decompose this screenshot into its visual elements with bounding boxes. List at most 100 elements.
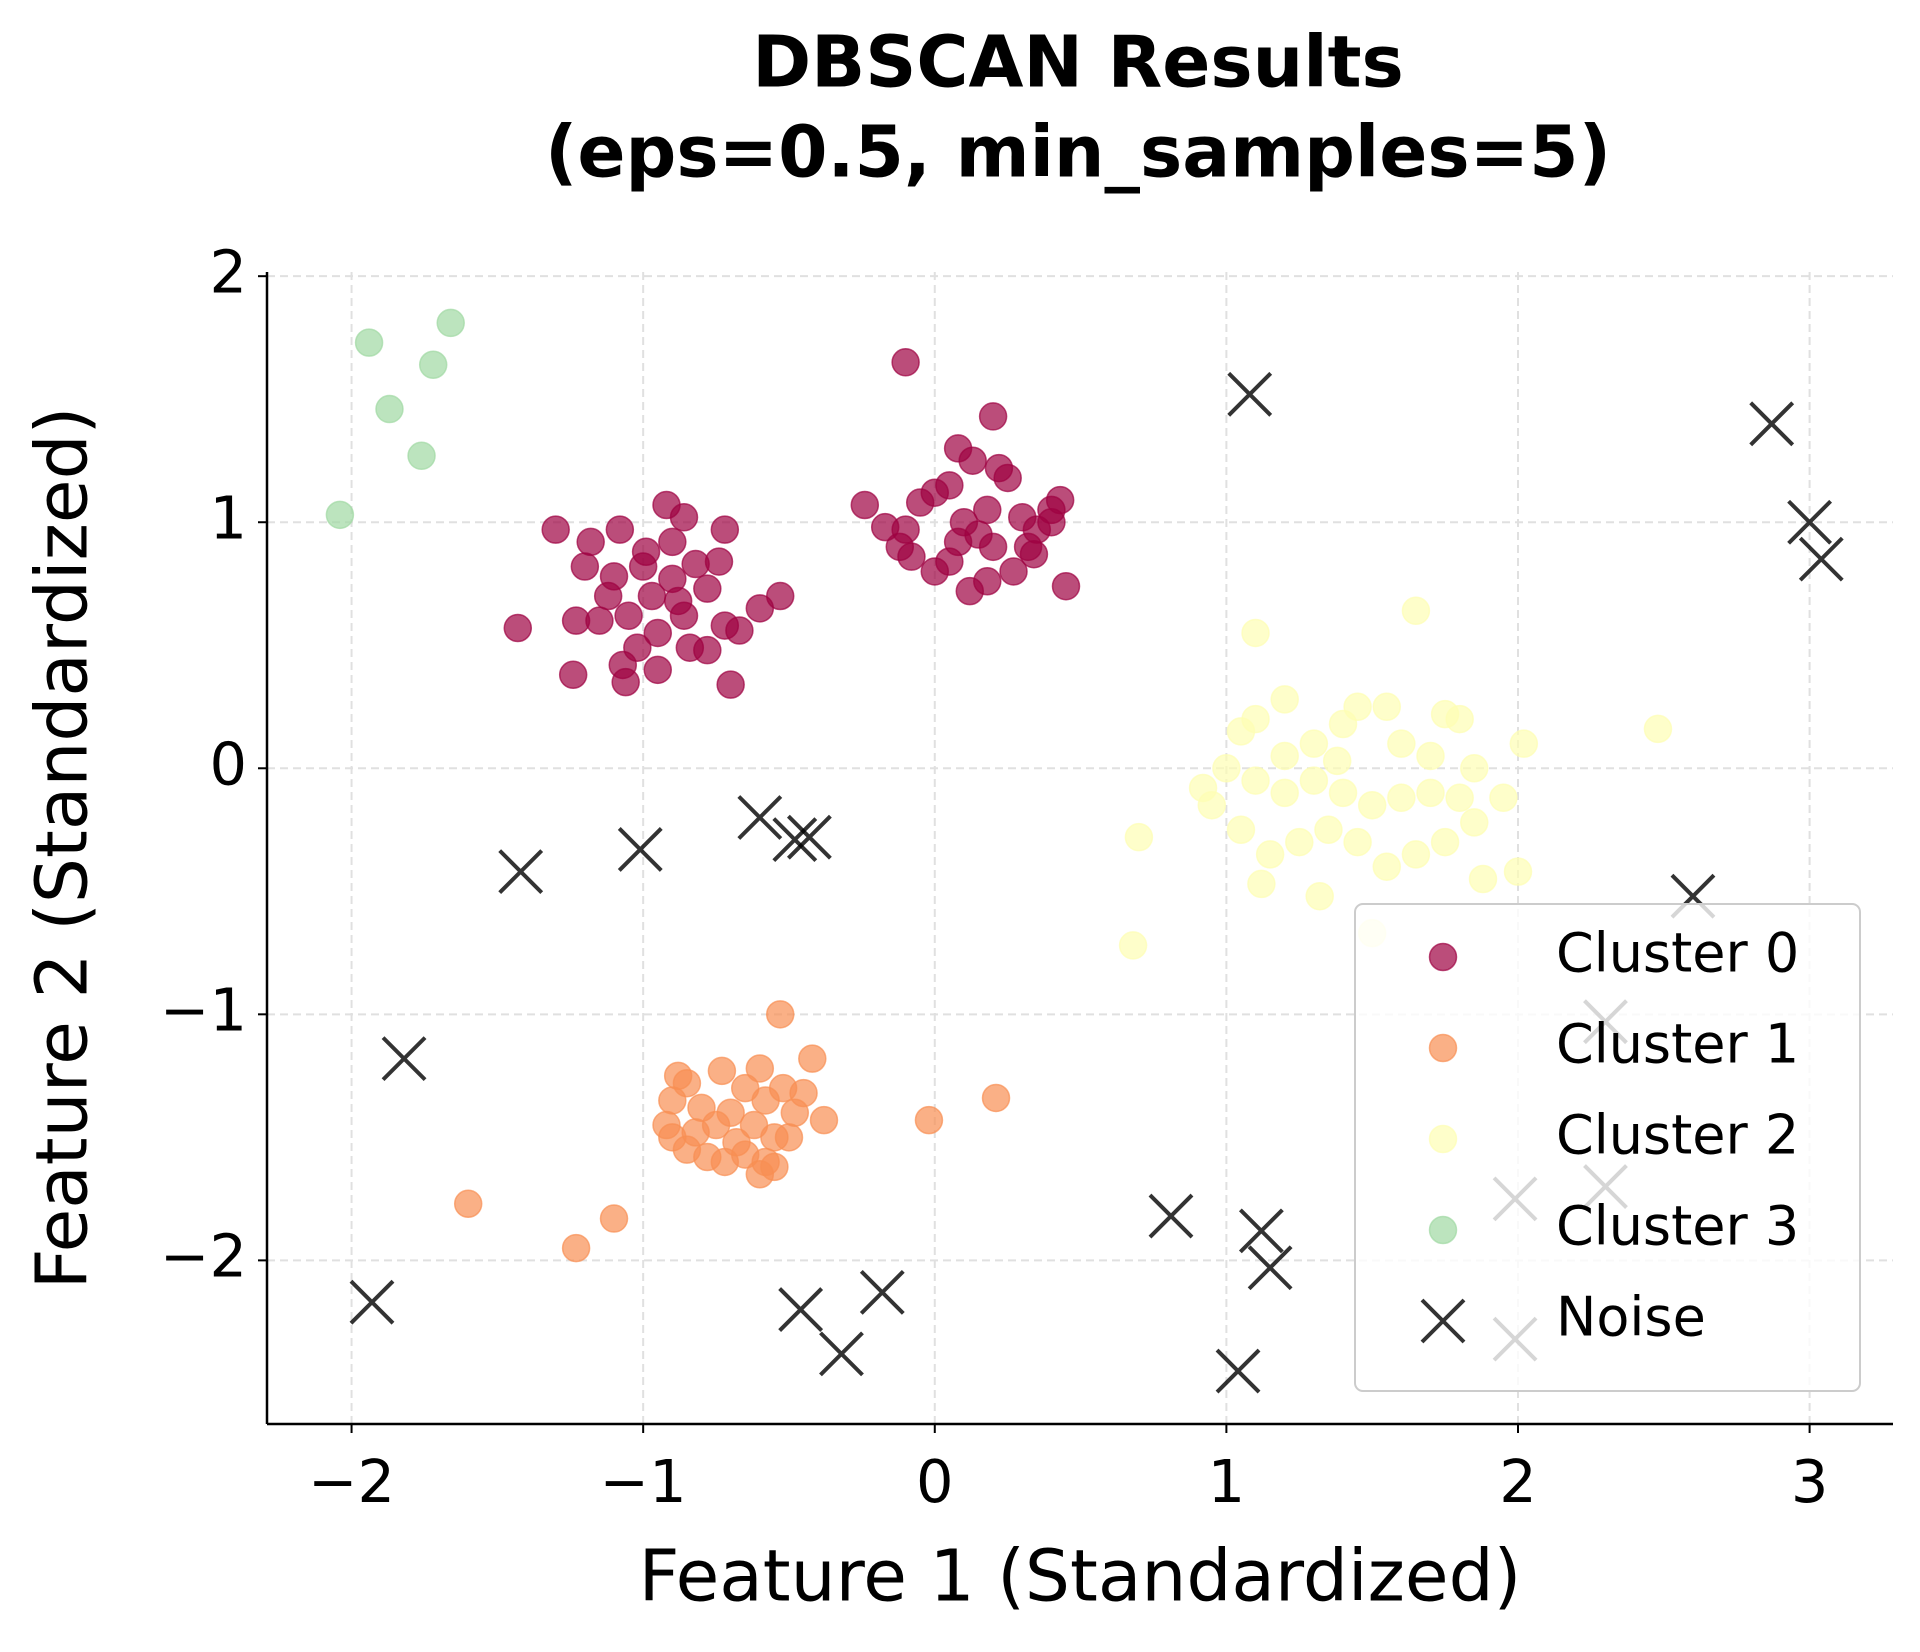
point	[570, 552, 600, 581]
noise-marker	[1749, 401, 1795, 447]
noise-marker	[737, 795, 783, 840]
point	[1124, 822, 1154, 852]
point	[1445, 704, 1474, 734]
point	[558, 660, 588, 690]
point	[920, 557, 950, 586]
point	[1460, 808, 1489, 837]
point	[745, 1160, 775, 1189]
legend-label: Cluster 1	[1556, 1013, 1799, 1076]
noise-marker	[859, 1269, 905, 1315]
point	[885, 532, 915, 562]
point	[730, 1073, 760, 1103]
legend-marker	[1428, 942, 1458, 972]
point	[681, 1118, 710, 1147]
point	[1051, 571, 1081, 601]
point	[663, 1061, 693, 1091]
legend-marker	[1428, 1215, 1458, 1245]
point	[955, 576, 985, 606]
noise-marker	[1798, 536, 1844, 582]
point	[981, 1083, 1011, 1113]
y-tick-label: 2	[209, 237, 247, 306]
point	[541, 515, 570, 544]
point	[1416, 778, 1445, 808]
point	[1322, 746, 1352, 776]
point	[1270, 778, 1299, 808]
x-tick-label: 3	[1791, 1447, 1829, 1516]
point	[407, 441, 436, 471]
point	[1401, 840, 1431, 869]
point	[1299, 729, 1329, 758]
point	[631, 537, 661, 567]
noise-marker	[349, 1279, 395, 1325]
point	[325, 500, 355, 530]
point	[1013, 532, 1043, 562]
point	[658, 1086, 687, 1115]
point	[1357, 790, 1387, 820]
point	[418, 350, 448, 380]
legend-label: Cluster 0	[1556, 922, 1799, 985]
point	[576, 527, 605, 557]
point	[1314, 815, 1343, 845]
x-axis-label: Feature 1 (Standardized)	[639, 1535, 1522, 1618]
legend-box	[1354, 903, 1861, 1392]
noise-marker	[1215, 1348, 1261, 1394]
point	[1037, 495, 1066, 525]
point	[1460, 754, 1489, 783]
point	[1489, 783, 1518, 813]
y-tick-label: 0	[209, 729, 247, 798]
noise-marker	[1247, 1245, 1293, 1291]
point	[798, 1044, 827, 1073]
point	[725, 616, 754, 645]
point	[1468, 864, 1498, 894]
x-tick-label: 0	[916, 1447, 954, 1516]
legend-marker	[1428, 1124, 1458, 1154]
point	[1270, 685, 1299, 714]
point	[1247, 869, 1276, 899]
noise-marker	[778, 1287, 824, 1333]
point	[850, 490, 880, 520]
point	[1241, 618, 1270, 648]
point	[722, 1128, 751, 1157]
point	[599, 562, 629, 591]
point	[693, 635, 722, 665]
point	[914, 1105, 944, 1135]
point	[1401, 596, 1431, 626]
x-tick-label: −1	[600, 1447, 687, 1516]
point	[1372, 852, 1402, 881]
x-tick-label: −2	[308, 1447, 395, 1516]
point	[1445, 783, 1474, 813]
point	[375, 394, 404, 424]
point	[710, 515, 740, 544]
legend-marker	[1428, 1033, 1458, 1063]
point	[561, 1233, 591, 1263]
point	[958, 446, 987, 475]
point	[789, 1078, 818, 1108]
point	[687, 1093, 716, 1123]
point	[1241, 766, 1270, 795]
point	[1118, 931, 1148, 960]
noise-marker	[381, 1036, 427, 1082]
y-tick-label: −1	[160, 975, 247, 1044]
point	[760, 1123, 789, 1152]
legend-label: Cluster 3	[1556, 1195, 1799, 1258]
point	[1509, 729, 1539, 758]
noise-marker	[819, 1331, 864, 1377]
point	[693, 574, 722, 603]
legend-label: Noise	[1556, 1286, 1706, 1349]
legend-marker	[1420, 1298, 1466, 1344]
noise-marker	[772, 817, 818, 863]
point	[973, 495, 1002, 525]
point	[1503, 857, 1533, 886]
point	[1299, 766, 1329, 795]
noise-marker	[1238, 1208, 1284, 1254]
point	[605, 515, 635, 544]
point	[658, 527, 687, 557]
point	[978, 402, 1008, 431]
point	[1328, 778, 1358, 808]
point	[354, 328, 384, 357]
chart-subtitle: (eps=0.5, min_samples=5)	[545, 111, 1611, 194]
point	[669, 503, 699, 532]
point	[704, 547, 734, 576]
point	[1285, 827, 1314, 857]
point	[891, 348, 920, 377]
